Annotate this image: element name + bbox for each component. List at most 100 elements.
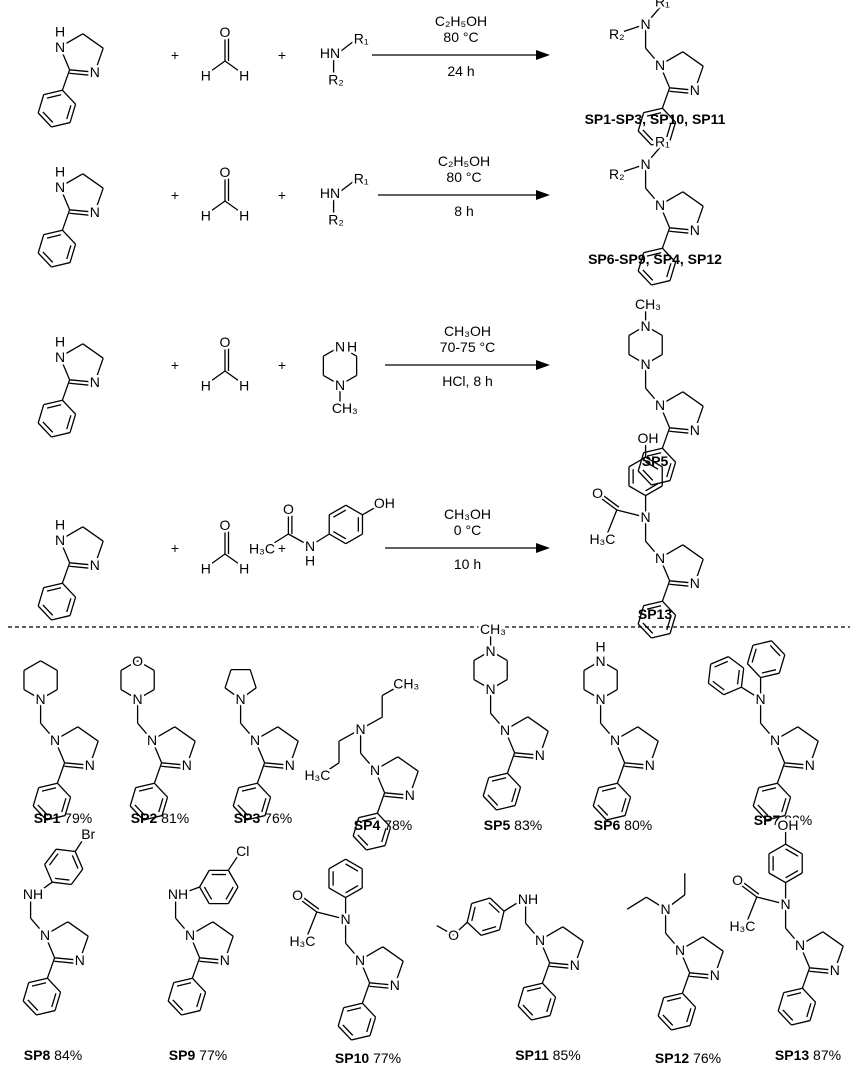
bond (180, 886, 200, 895)
bond (599, 492, 620, 508)
bond (689, 972, 715, 976)
atom-label: H (201, 560, 211, 576)
bond (120, 660, 138, 671)
atom-label: N (486, 681, 496, 697)
compound-label: SP5 83% (484, 817, 542, 833)
bond (46, 957, 56, 979)
bond (337, 1007, 345, 1027)
bond (333, 531, 347, 540)
bond (137, 660, 155, 671)
compound-label: SP2 81% (131, 810, 189, 826)
bond (224, 370, 243, 384)
bond (227, 855, 239, 871)
bond (61, 229, 77, 245)
bond (369, 982, 395, 986)
bond (32, 805, 47, 821)
product-label: SP6-SP9, SP4, SP12 (588, 251, 722, 267)
compound-yield: 79% (64, 810, 92, 826)
atom-label: N (55, 179, 65, 195)
bond (240, 722, 256, 741)
atom-label: O (283, 501, 294, 517)
bond (628, 456, 646, 468)
bond (345, 504, 363, 516)
bond (46, 94, 62, 99)
bond (506, 772, 522, 788)
bond (689, 1006, 697, 1026)
bond (212, 921, 234, 937)
bond (46, 977, 62, 993)
bond (51, 993, 57, 1008)
bond (645, 387, 661, 406)
atom-label: H (55, 23, 65, 39)
plus-sign: + (278, 540, 286, 556)
bond (471, 897, 491, 905)
bond (238, 782, 258, 789)
bond (77, 726, 99, 742)
compound-name: SP8 (24, 1047, 51, 1063)
bond (752, 640, 772, 646)
bond (207, 200, 226, 214)
bond (31, 982, 47, 987)
bond (352, 835, 367, 851)
bond (43, 229, 63, 236)
atom-label: H (55, 333, 65, 349)
compound-yield: 83% (784, 812, 812, 828)
bond (514, 786, 522, 806)
bond (600, 689, 618, 700)
bond (37, 804, 49, 816)
bond (562, 926, 584, 942)
bond (328, 887, 346, 899)
bond (203, 886, 213, 900)
atom-label: R₁ (655, 0, 670, 9)
bond (637, 252, 645, 272)
bond (455, 921, 468, 934)
bond (491, 777, 507, 782)
atom-label: N (75, 952, 85, 968)
atom-label: N (655, 397, 665, 413)
bond (645, 354, 663, 365)
bond (541, 962, 551, 984)
bond (22, 982, 30, 1002)
atom-label: H (239, 207, 249, 223)
atom-label: O (220, 24, 231, 40)
bond (682, 191, 704, 207)
bond (59, 526, 84, 541)
bond (237, 804, 249, 816)
bond (616, 509, 646, 518)
bond (161, 796, 169, 816)
bond (207, 60, 226, 74)
arrow-head (536, 50, 550, 60)
bond (64, 796, 72, 816)
bond (66, 415, 72, 430)
bond (809, 740, 819, 766)
bond (345, 533, 363, 545)
atom-label: N (335, 377, 345, 393)
bond (42, 111, 54, 123)
bond (760, 722, 776, 741)
atom-label: CH₃ (635, 296, 661, 312)
atom-label: N (40, 927, 50, 943)
bond (822, 931, 844, 947)
bond (376, 792, 386, 814)
bond (199, 991, 207, 1011)
atom-label: N (55, 532, 65, 548)
atom-label: H (239, 560, 249, 576)
bond (712, 680, 725, 691)
bond (381, 685, 400, 697)
bond (643, 247, 663, 254)
atom-label: N (710, 967, 720, 983)
bond (659, 557, 671, 582)
bond (40, 689, 58, 700)
bond (69, 379, 95, 383)
bond (61, 209, 71, 231)
bond (600, 722, 616, 741)
compound-name: SP11 (515, 1047, 549, 1063)
bond (82, 33, 104, 49)
bond (59, 539, 71, 564)
bond (694, 205, 704, 231)
bond (643, 107, 663, 114)
compound-yield: 87% (813, 1047, 841, 1063)
bond (227, 870, 239, 888)
atom-label: R₂ (328, 71, 344, 87)
